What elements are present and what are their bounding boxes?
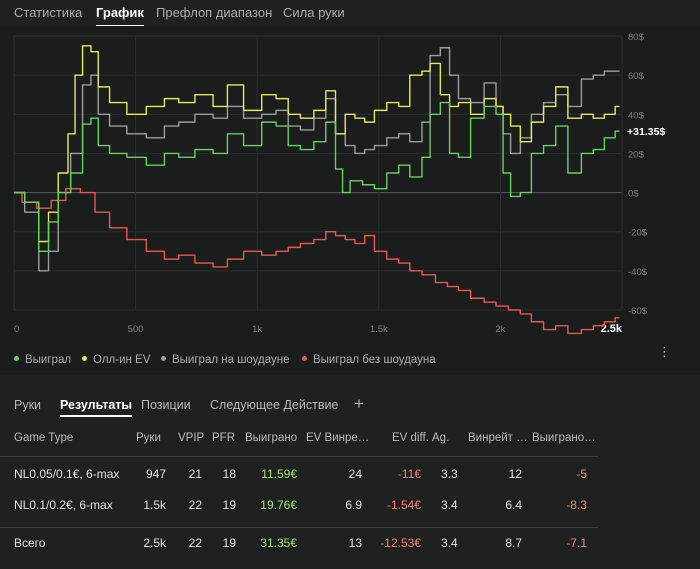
series-line-3	[14, 187, 620, 335]
cell-pfr: 19	[222, 498, 236, 512]
divider	[0, 456, 598, 457]
cell-ag: 3.4	[441, 536, 458, 550]
legend-label: Выиграл на шоудауне	[172, 354, 290, 366]
cell-pfr: 19	[222, 536, 236, 550]
cell-hands: 1.5k	[143, 498, 166, 512]
legend-dot-icon	[161, 356, 166, 362]
column-header[interactable]: Ag.	[432, 432, 450, 444]
legend-label: Олл-ин EV	[93, 354, 151, 366]
y-tick-label: 80$	[628, 32, 645, 43]
column-header[interactable]: VPIP	[178, 432, 205, 444]
x-tick-label: 0	[14, 324, 19, 335]
column-header[interactable]: PFR	[212, 432, 235, 444]
legend-dot-icon	[302, 356, 307, 362]
cell-won-2: -7.1	[566, 536, 587, 550]
tab-next-action[interactable]: Следующее Действие	[210, 398, 339, 412]
cell-hands: 2.5k	[143, 536, 166, 550]
column-header[interactable]: Game Type	[14, 432, 74, 444]
cell-ev-diff: -12.53€	[380, 536, 421, 550]
cell-winrate: 6.4	[505, 498, 522, 512]
divider	[0, 527, 598, 528]
cell-won: 19.76€	[260, 498, 297, 512]
x-tick-label: 2.5k	[601, 323, 623, 335]
y-tick-label: -20$	[628, 228, 648, 239]
column-header[interactable]: Винрейт …	[468, 432, 528, 444]
cell-game-type: NL0.1/0.2€, 6-max	[14, 498, 113, 512]
x-tick-label: 1k	[252, 324, 262, 335]
y-tick-label: -60$	[628, 306, 648, 317]
series-line-2	[14, 47, 620, 272]
tab-positions[interactable]: Позиции	[141, 398, 191, 412]
cell-ag: 3.3	[441, 467, 458, 481]
winnings-chart: 80$ 60$ 40$ 20$ 0$ -20$ -40$ -60$ 0 500 1k 1.5k 2k 2.…	[13, 32, 665, 335]
x-tick-label: 1.5k	[370, 324, 388, 335]
column-header[interactable]: Выиграно…	[532, 432, 596, 444]
cell-vpip: 21	[188, 467, 202, 481]
legend-dot-icon	[82, 356, 87, 362]
legend-dot-icon	[14, 356, 19, 362]
add-tab-icon[interactable]: +	[354, 394, 364, 413]
y-tick-label: 0$	[628, 189, 639, 200]
cell-won-2: -5	[576, 467, 587, 481]
cell-winrate: 12	[508, 467, 522, 481]
cell-game-type: NL0.05/0.1€, 6-max	[14, 467, 120, 481]
legend-item-allin-ev[interactable]: Олл-ин EV	[82, 354, 150, 366]
cell-ev-winrate: 6.9	[345, 498, 362, 512]
cell-ev-diff: -1.54€	[386, 498, 421, 512]
y-tick-label: 20$	[628, 149, 645, 160]
tab-statistics[interactable]: Статистика	[14, 5, 83, 20]
legend-label: Выиграл без шоудауна	[313, 354, 436, 366]
cell-ev-winrate: 13	[348, 536, 362, 550]
cell-hands: 947	[145, 467, 166, 481]
column-header[interactable]: EV Винре…	[306, 432, 370, 444]
tab-graph[interactable]: График	[96, 5, 144, 27]
y-tick-label: 40$	[628, 110, 645, 121]
cell-vpip: 22	[188, 536, 202, 550]
series-line-1	[14, 45, 620, 243]
top-tab-bar: Статистика График Префлоп диапазон Сила …	[0, 0, 700, 27]
tab-results[interactable]: Результаты	[60, 398, 133, 417]
legend-item-showdown[interactable]: Выиграл на шоудауне	[161, 354, 290, 366]
cell-ev-diff: -11€	[397, 467, 421, 481]
column-header[interactable]: EV diff.	[392, 432, 429, 444]
cell-ev-winrate: 24	[348, 467, 362, 481]
column-header[interactable]: Руки	[136, 432, 161, 444]
cell-pfr: 18	[222, 467, 236, 481]
results-panel	[0, 382, 700, 569]
cell-won-2: -8.3	[566, 498, 587, 512]
more-options-icon[interactable]: ⋮	[658, 344, 671, 359]
legend-item-won[interactable]: Выиграл	[14, 354, 71, 366]
x-tick-label: 2k	[495, 324, 505, 335]
cell-winrate: 8.7	[505, 536, 522, 550]
chart-panel: 80$ 60$ 40$ 20$ 0$ -20$ -40$ -60$ 0 500 1k 1.5k 2k 2.…	[0, 26, 700, 375]
cell-ag: 3.4	[441, 498, 458, 512]
cell-vpip: 22	[188, 498, 202, 512]
x-tick-label: 500	[128, 324, 144, 335]
column-header[interactable]: Выиграно	[245, 432, 298, 444]
y-tick-label: 60$	[628, 71, 645, 82]
cell-game-type: Всего	[14, 536, 46, 550]
tab-hand-strength[interactable]: Сила руки	[283, 5, 345, 20]
legend-label: Выиграл	[25, 354, 72, 366]
y-tick-label: -40$	[628, 267, 648, 278]
tab-preflop-range[interactable]: Префлоп диапазон	[156, 5, 273, 20]
cell-won: 31.35€	[260, 536, 297, 550]
cell-won: 11.59€	[261, 467, 297, 481]
legend-item-non-showdown[interactable]: Выиграл без шоудауна	[302, 354, 436, 366]
tab-hands[interactable]: Руки	[14, 398, 42, 412]
current-value-label: +31.35$	[627, 126, 665, 138]
series-line-0	[14, 101, 620, 252]
